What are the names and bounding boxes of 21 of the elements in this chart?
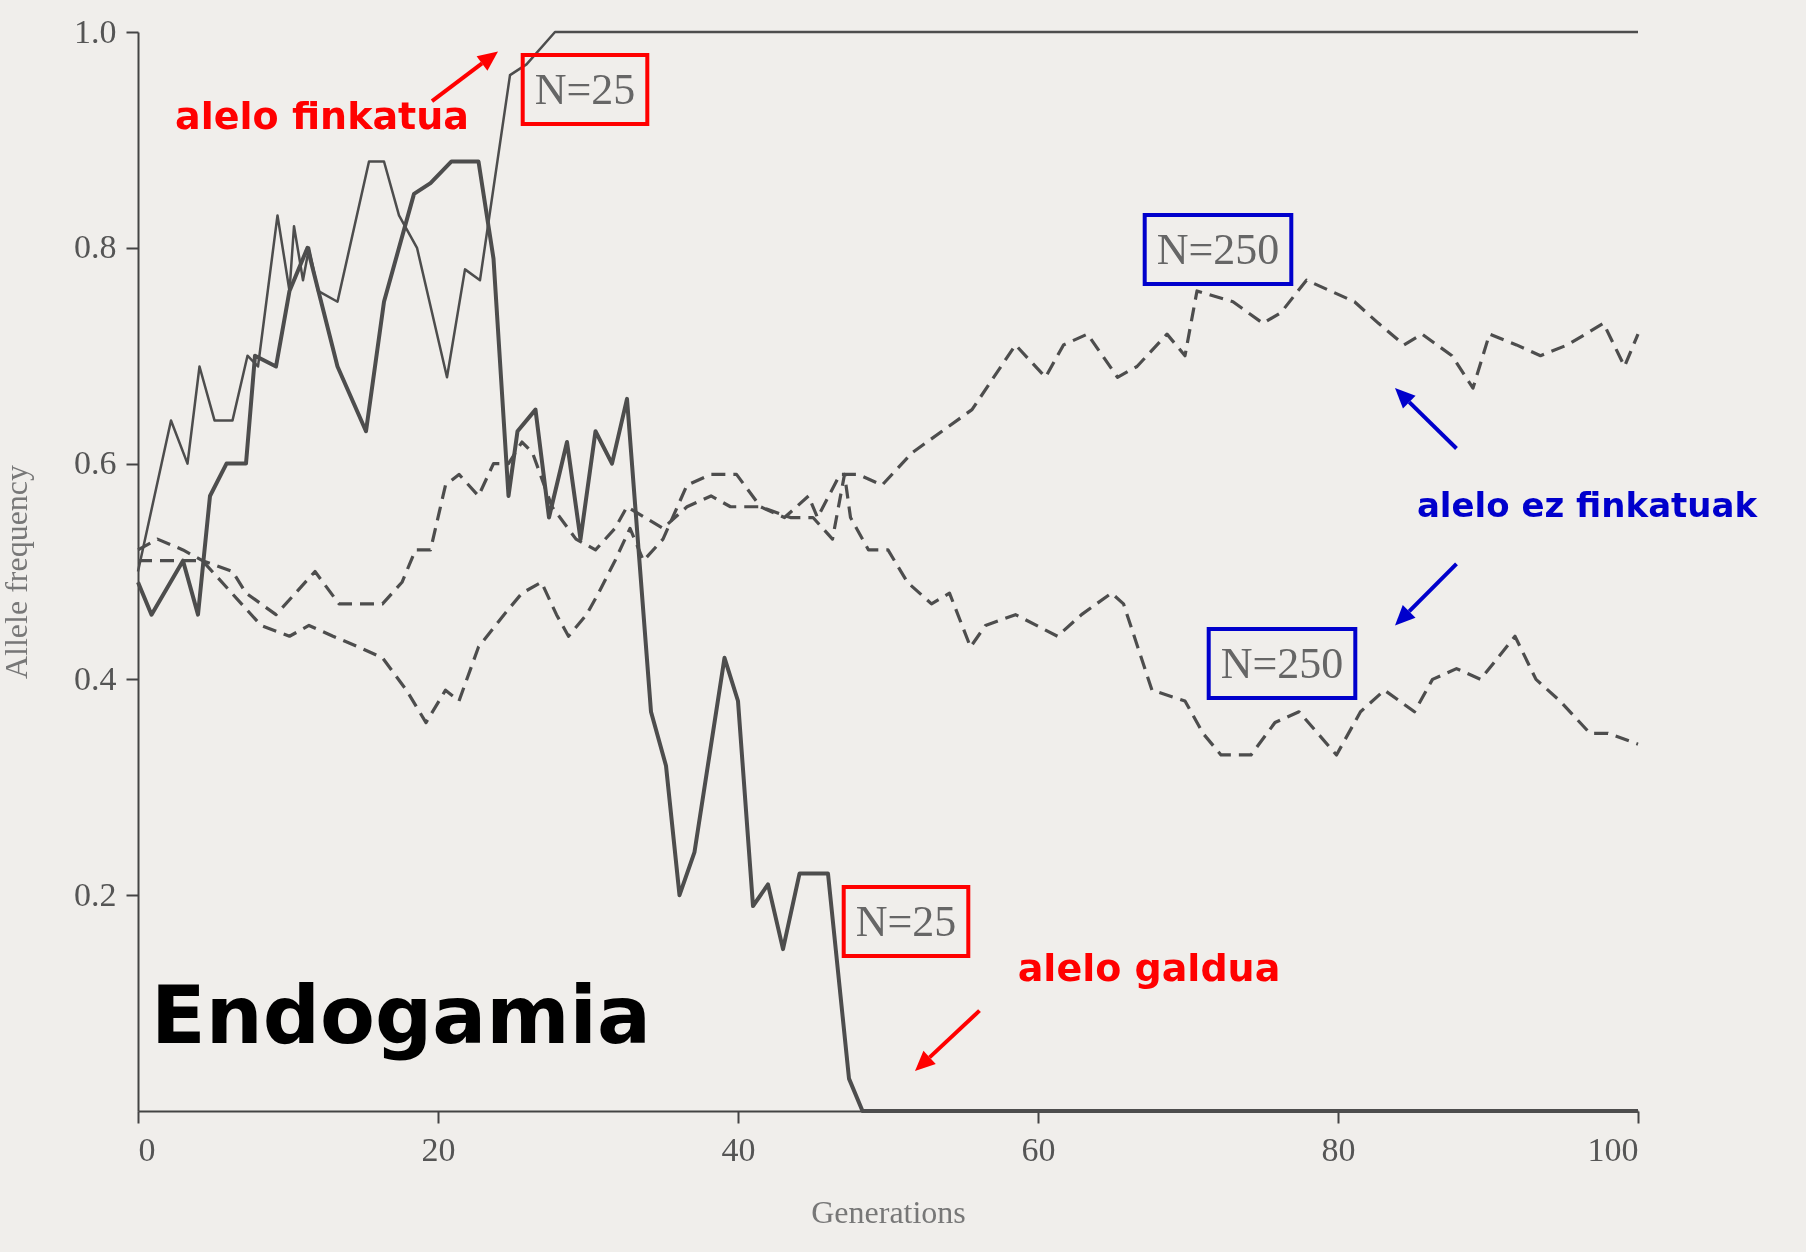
x-tick-label: 100	[1587, 1130, 1639, 1168]
y-tick-label: 0.2	[74, 875, 117, 913]
y-tick-label: 0.6	[74, 444, 117, 482]
annotation: alelo galdua	[1017, 946, 1281, 990]
x-tick-label: 60	[1021, 1130, 1056, 1168]
x-tick-label: 0	[138, 1130, 156, 1168]
x-tick-label: 20	[421, 1130, 456, 1168]
annotation: N=25	[855, 897, 957, 946]
annotation: Endogamia	[151, 969, 651, 1062]
annotation: N=250	[1156, 225, 1280, 274]
annotation: N=250	[1220, 639, 1344, 688]
y-tick-label: 1.0	[74, 12, 117, 50]
x-tick-label: 80	[1321, 1130, 1356, 1168]
y-tick-label: 0.4	[74, 659, 117, 697]
y-axis-title: Allele frequency	[0, 464, 34, 680]
annotation: N=25	[534, 65, 636, 114]
annotation: alelo ez finkatuak	[1416, 485, 1759, 525]
x-tick-label: 40	[721, 1130, 756, 1168]
annotation: alelo finkatua	[175, 94, 469, 138]
x-axis-title: Generations	[811, 1193, 966, 1230]
y-tick-label: 0.8	[74, 228, 117, 266]
